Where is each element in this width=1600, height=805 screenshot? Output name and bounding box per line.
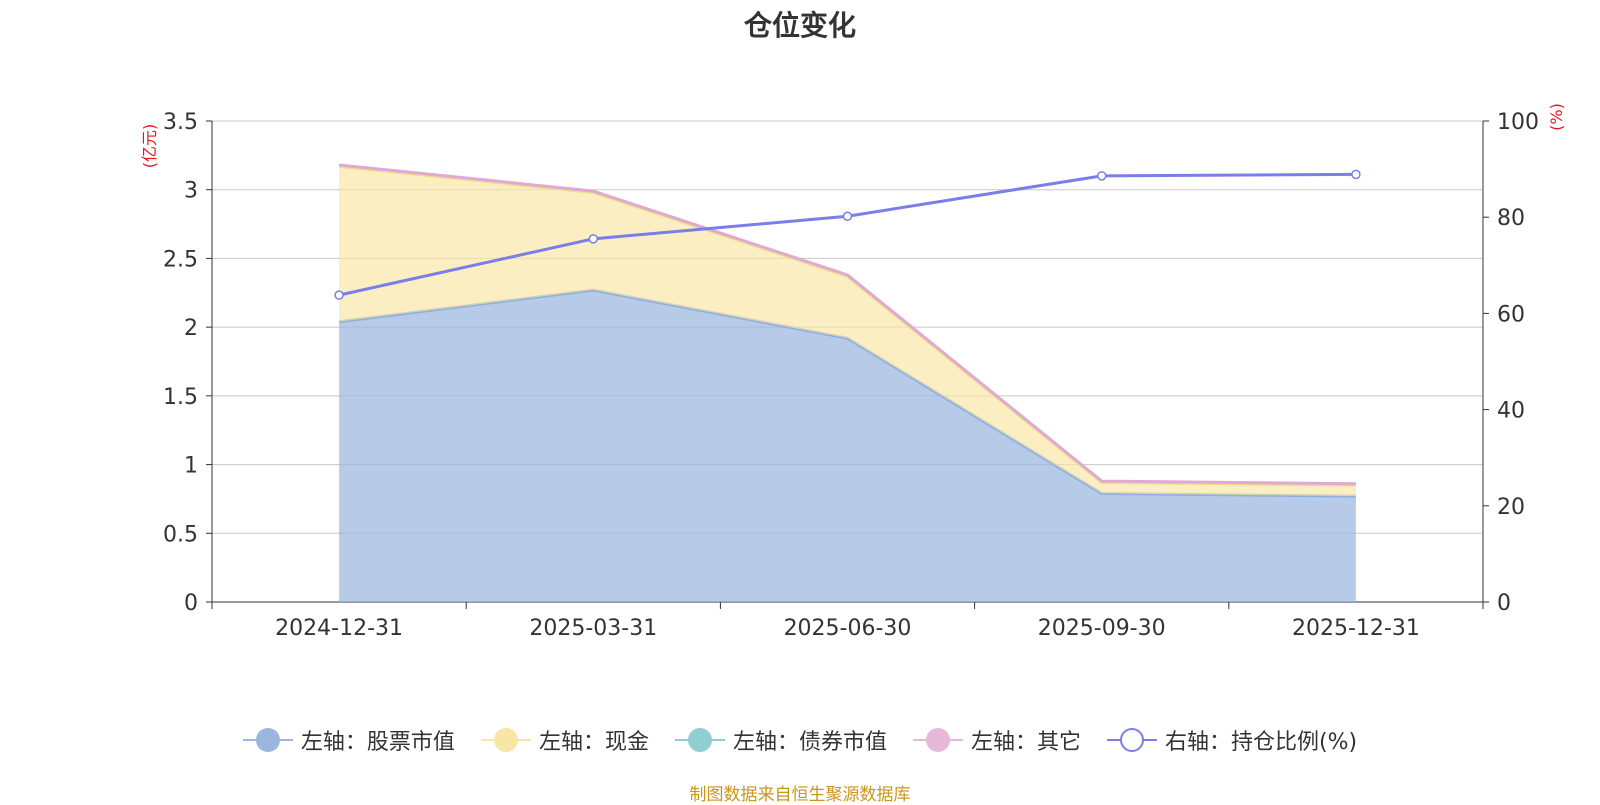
data-source-note: 制图数据来自恒生聚源数据库 [689, 785, 911, 805]
legend-item[interactable]: 左轴：股票市值 [242, 724, 455, 756]
left-axis-tick-label: 2.5 [163, 247, 198, 272]
right-axis-unit: (%) [1547, 103, 1566, 131]
holding-ratio-point [1351, 169, 1361, 180]
x-axis-tick-label: 2025-09-30 [1038, 616, 1166, 641]
legend-marker-icon [674, 728, 725, 752]
legend-label: 左轴：股票市值 [300, 730, 455, 755]
holding-ratio-point [1096, 171, 1107, 181]
right-axis-tick-label: 0 [1497, 591, 1511, 616]
legend-item[interactable]: 右轴：持仓比例(%) [1106, 724, 1358, 756]
left-axis-unit: (亿元) [140, 124, 159, 169]
x-axis-tick-label: 2025-06-30 [784, 616, 912, 641]
right-axis-tick-label: 100 [1497, 110, 1539, 135]
right-axis-tick-label: 20 [1497, 495, 1525, 520]
legend-item[interactable]: 左轴：现金 [480, 724, 649, 756]
left-axis-tick-label: 0.5 [163, 522, 198, 547]
left-axis-tick-label: 3 [184, 179, 198, 204]
holding-ratio-point [588, 234, 599, 244]
x-axis-tick-label: 2024-12-31 [275, 616, 403, 641]
holding-ratio-point [842, 211, 853, 221]
legend-marker-icon [1106, 728, 1157, 752]
left-axis-tick-label: 2 [184, 316, 198, 341]
legend-item[interactable]: 左轴：债券市值 [674, 724, 887, 756]
legend-marker-icon [242, 728, 293, 752]
left-axis-tick-label: 1.5 [163, 385, 198, 410]
chart-title: 仓位变化 [743, 9, 856, 42]
area-fill [339, 290, 1356, 602]
legend-label: 左轴：债券市值 [732, 730, 887, 755]
left-axis-tick-label: 1 [184, 454, 198, 479]
right-axis-tick-label: 60 [1497, 302, 1525, 327]
area-edge-line [338, 163, 1356, 486]
legend-label: 左轴：其它 [970, 730, 1081, 755]
holding-ratio-point [334, 290, 344, 300]
legend-marker-icon [480, 728, 531, 752]
right-axis-tick-label: 40 [1497, 399, 1525, 424]
legend-marker-icon [912, 728, 963, 752]
right-axis-tick-label: 80 [1497, 206, 1525, 231]
left-axis-tick-label: 3.5 [163, 110, 198, 135]
left-axis-tick-label: 0 [184, 591, 198, 616]
legend-label: 右轴：持仓比例(%) [1164, 730, 1358, 755]
chart-legend: 左轴：股票市值 左轴：现金 左轴：债券市值 左轴：其它 右轴：持仓比例(%) [0, 718, 1600, 762]
x-axis-tick-label: 2025-12-31 [1292, 616, 1420, 641]
legend-label: 左轴：现金 [538, 730, 649, 755]
legend-item[interactable]: 左轴：其它 [912, 724, 1081, 756]
x-axis-tick-label: 2025-03-31 [529, 616, 657, 641]
area-fill [339, 166, 1356, 497]
